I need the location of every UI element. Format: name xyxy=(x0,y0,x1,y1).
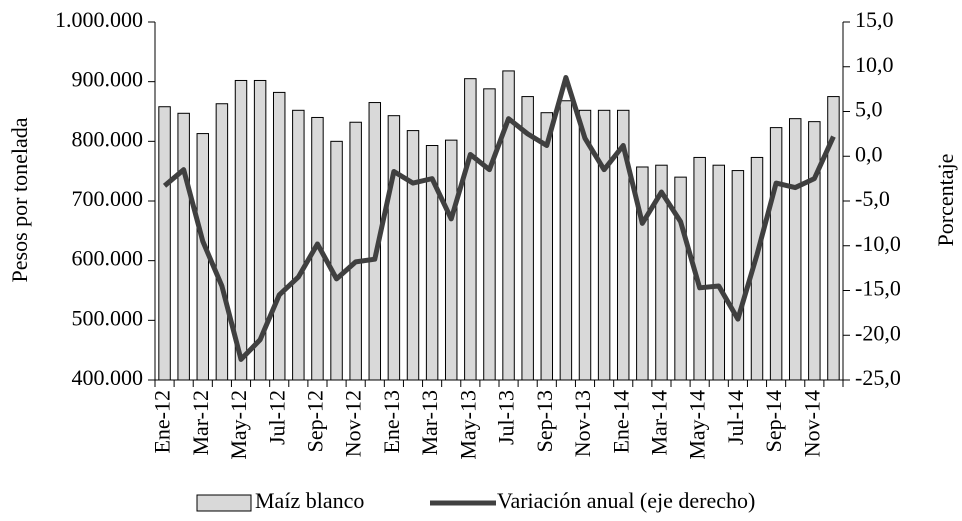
y2-tick-label: -5,0 xyxy=(855,186,890,211)
x-tick-label: Ene-12 xyxy=(150,390,175,454)
y2-axis-title: Porcentaje xyxy=(933,154,958,247)
x-tick-label: Mar-14 xyxy=(646,390,671,456)
bar xyxy=(712,164,726,381)
bar xyxy=(272,91,286,381)
y-tick-label: 900.000 xyxy=(72,67,144,92)
y2-tick-label: -25,0 xyxy=(855,365,901,390)
x-tick-label: Nov-14 xyxy=(799,390,824,457)
x-tick-label: Jul-14 xyxy=(723,390,748,445)
bar xyxy=(578,109,592,381)
legend-label: Variación anual (eje derecho) xyxy=(497,488,755,513)
x-tick-label: May-12 xyxy=(226,390,251,460)
x-tick-label: May-14 xyxy=(685,390,710,460)
y-tick-label: 1.000.000 xyxy=(55,7,143,32)
bar xyxy=(215,103,229,381)
bar xyxy=(769,127,783,381)
bar xyxy=(158,106,171,381)
y-axis-title: Pesos por tonelada xyxy=(7,117,32,282)
bar xyxy=(349,121,362,381)
y2-tick-label: 15,0 xyxy=(855,7,894,32)
bar xyxy=(540,112,554,381)
legend-label: Maíz blanco xyxy=(255,488,364,513)
bar xyxy=(177,112,190,381)
x-tick-label: Jul-13 xyxy=(494,390,519,445)
x-tick-label: Nov-12 xyxy=(341,390,366,457)
y2-tick-label: -20,0 xyxy=(855,320,901,345)
bar xyxy=(330,140,343,381)
y2-tick-label: -10,0 xyxy=(855,231,901,256)
x-tick-label: Sep-12 xyxy=(302,390,327,452)
y2-tick-label: -15,0 xyxy=(855,276,901,301)
x-tick-label: May-13 xyxy=(455,390,480,460)
bar xyxy=(808,121,821,381)
bar xyxy=(483,88,496,381)
bar xyxy=(788,118,802,381)
x-tick-label: Sep-13 xyxy=(532,390,557,452)
bar xyxy=(597,109,611,381)
bar xyxy=(387,115,401,381)
x-tick-label: Jul-12 xyxy=(264,390,289,445)
bar xyxy=(444,139,458,381)
y2-tick-label: 10,0 xyxy=(855,52,894,77)
y-tick-label: 800.000 xyxy=(72,126,144,151)
x-tick-label: Sep-14 xyxy=(761,390,786,452)
y-tick-label: 700.000 xyxy=(72,186,144,211)
x-tick-label: Mar-12 xyxy=(188,390,213,456)
x-tick-label: Ene-14 xyxy=(608,390,633,454)
line xyxy=(162,74,836,362)
x-tick-label: Mar-13 xyxy=(417,390,442,456)
y2-tick-label: 0,0 xyxy=(855,141,883,166)
y-tick-label: 500.000 xyxy=(72,305,144,330)
x-tick-label: Ene-13 xyxy=(379,390,404,454)
bar xyxy=(559,100,573,381)
bar xyxy=(464,78,477,381)
y-tick-label: 400.000 xyxy=(72,365,144,390)
bar xyxy=(292,109,305,381)
x-tick-label: Nov-13 xyxy=(570,390,595,457)
bar xyxy=(406,130,420,381)
bar xyxy=(731,170,745,381)
y-tick-label: 600.000 xyxy=(72,246,144,271)
legend-swatch xyxy=(196,494,252,512)
y2-tick-label: 5,0 xyxy=(855,97,883,122)
bar xyxy=(674,176,687,381)
